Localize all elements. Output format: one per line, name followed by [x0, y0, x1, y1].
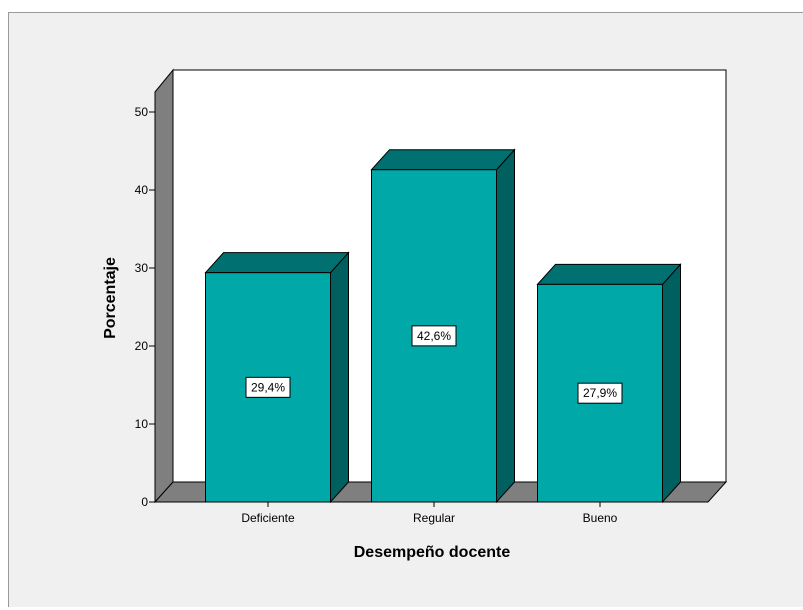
y-tick-label: 50 — [135, 105, 149, 119]
bars: 29,4% 42,6% 27,9% — [204, 148, 682, 504]
y-tick-label: 0 — [141, 495, 148, 509]
bar-top — [204, 252, 350, 274]
bar-side — [662, 263, 681, 504]
x-axis: Deficiente Regular Bueno — [155, 501, 708, 525]
y-axis: 0 10 20 30 40 50 — [135, 92, 156, 509]
data-label-box — [411, 325, 457, 347]
bar-regular: 42,6% — [370, 148, 516, 504]
y-tick-label: 40 — [135, 183, 149, 197]
data-label: 27,9% — [583, 386, 617, 400]
data-label-box — [245, 376, 291, 398]
bar-top — [536, 263, 682, 285]
y-axis-title: Porcentaje — [102, 257, 119, 339]
x-tick-label: Regular — [413, 511, 455, 525]
side-wall — [154, 68, 174, 504]
y-tick-label: 20 — [135, 339, 149, 353]
x-tick-label: Bueno — [583, 511, 618, 525]
x-axis-title: Desempeño docente — [354, 544, 511, 561]
bar-side — [496, 148, 515, 504]
data-label: 29,4% — [251, 380, 285, 394]
bar-deficiente: 29,4% — [204, 251, 350, 504]
y-tick-label: 30 — [135, 261, 149, 275]
bar-top — [370, 149, 516, 171]
bar-bueno: 27,9% — [536, 263, 682, 504]
bar-side — [330, 251, 349, 504]
y-tick-label: 10 — [135, 417, 149, 431]
x-tick-label: Deficiente — [241, 511, 295, 525]
data-label-box — [577, 382, 623, 404]
data-label: 42,6% — [417, 329, 451, 343]
